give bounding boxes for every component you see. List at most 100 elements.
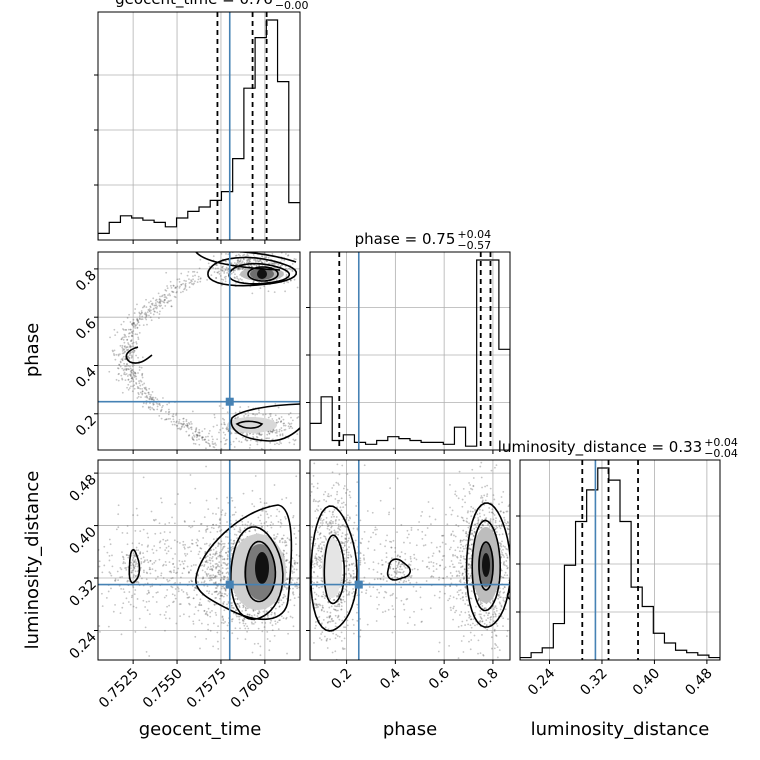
sample-point <box>321 606 324 609</box>
sample-point <box>481 499 484 502</box>
sample-point <box>210 568 213 571</box>
sample-point <box>355 514 358 517</box>
sample-point <box>502 617 505 620</box>
sample-point <box>160 572 163 575</box>
sample-point <box>117 354 120 357</box>
sample-point <box>190 550 192 553</box>
sample-point <box>488 507 491 509</box>
sample-point <box>126 349 129 352</box>
sample-point <box>332 620 335 622</box>
sample-point <box>132 341 135 344</box>
sample-point <box>212 538 215 541</box>
sample-point <box>138 312 141 315</box>
sample-point <box>259 645 262 648</box>
sample-point <box>137 321 140 323</box>
sample-point <box>483 607 486 610</box>
sample-point <box>295 537 297 539</box>
sample-point <box>487 614 489 617</box>
sample-point <box>215 264 218 266</box>
sample-point <box>126 386 128 389</box>
sample-point <box>200 604 203 607</box>
sample-point <box>197 609 200 612</box>
sample-point <box>204 529 207 532</box>
sample-point <box>178 418 181 421</box>
sample-point <box>261 255 264 258</box>
sample-point <box>238 267 240 270</box>
sample-point <box>259 519 261 522</box>
sample-point <box>242 606 245 609</box>
sample-point <box>326 495 329 497</box>
sample-point <box>238 540 241 543</box>
sample-point <box>297 530 300 532</box>
sample-point <box>132 569 135 571</box>
sample-point <box>347 581 350 584</box>
sample-point <box>307 579 309 581</box>
sample-point <box>458 572 461 574</box>
sample-point <box>467 567 470 570</box>
sample-point <box>220 564 223 567</box>
sample-point <box>132 605 135 608</box>
sample-point <box>340 509 343 512</box>
sample-point <box>132 322 135 325</box>
sample-point <box>135 574 137 577</box>
sample-point <box>314 627 317 630</box>
sample-point <box>507 618 509 620</box>
sample-point <box>248 613 251 616</box>
sample-point <box>190 280 193 283</box>
sample-point <box>129 603 132 606</box>
sample-point <box>461 620 464 623</box>
sample-point <box>446 575 448 578</box>
sample-point <box>212 523 215 526</box>
sample-point <box>342 487 345 490</box>
sample-point <box>148 566 151 569</box>
sample-point <box>282 617 285 620</box>
sample-point <box>79 573 81 575</box>
sample-point <box>230 432 233 435</box>
sample-point <box>133 321 136 324</box>
sample-point <box>149 572 152 575</box>
sample-point <box>130 373 132 376</box>
sample-point <box>502 587 505 590</box>
sample-point <box>208 544 211 547</box>
sample-point <box>315 585 318 588</box>
sample-point <box>151 563 154 565</box>
sample-point <box>213 271 216 273</box>
sample-point <box>491 511 493 514</box>
sample-point <box>248 259 251 262</box>
sample-point <box>160 497 162 500</box>
sample-point <box>234 598 237 600</box>
sample-point <box>480 495 483 497</box>
sample-point <box>339 597 342 600</box>
sample-point <box>507 533 510 535</box>
sample-point <box>237 540 240 543</box>
sample-point <box>114 604 116 606</box>
sample-point <box>334 522 337 525</box>
sample-point <box>165 418 168 421</box>
sample-point <box>217 267 219 270</box>
sample-point <box>329 614 332 617</box>
sample-point <box>474 523 477 526</box>
sample-point <box>133 554 136 556</box>
sample-point <box>207 508 210 511</box>
sample-point <box>166 287 169 290</box>
sample-point <box>209 565 212 568</box>
sample-point <box>513 589 515 591</box>
sample-point <box>134 529 137 532</box>
sample-point <box>363 464 366 467</box>
sample-point <box>268 649 271 652</box>
sample-point <box>279 619 281 622</box>
sample-point <box>278 599 281 602</box>
sample-point <box>343 616 346 618</box>
sample-point <box>158 298 161 300</box>
sample-point <box>186 424 189 427</box>
sample-point <box>250 265 253 268</box>
sample-point <box>132 373 135 375</box>
sample-point <box>317 603 320 606</box>
sample-point <box>138 382 141 385</box>
sample-point <box>188 546 191 549</box>
sample-point <box>319 532 322 535</box>
sample-point <box>141 306 144 309</box>
sample-point <box>331 620 334 622</box>
sample-point <box>314 598 317 601</box>
sample-point <box>220 269 222 271</box>
